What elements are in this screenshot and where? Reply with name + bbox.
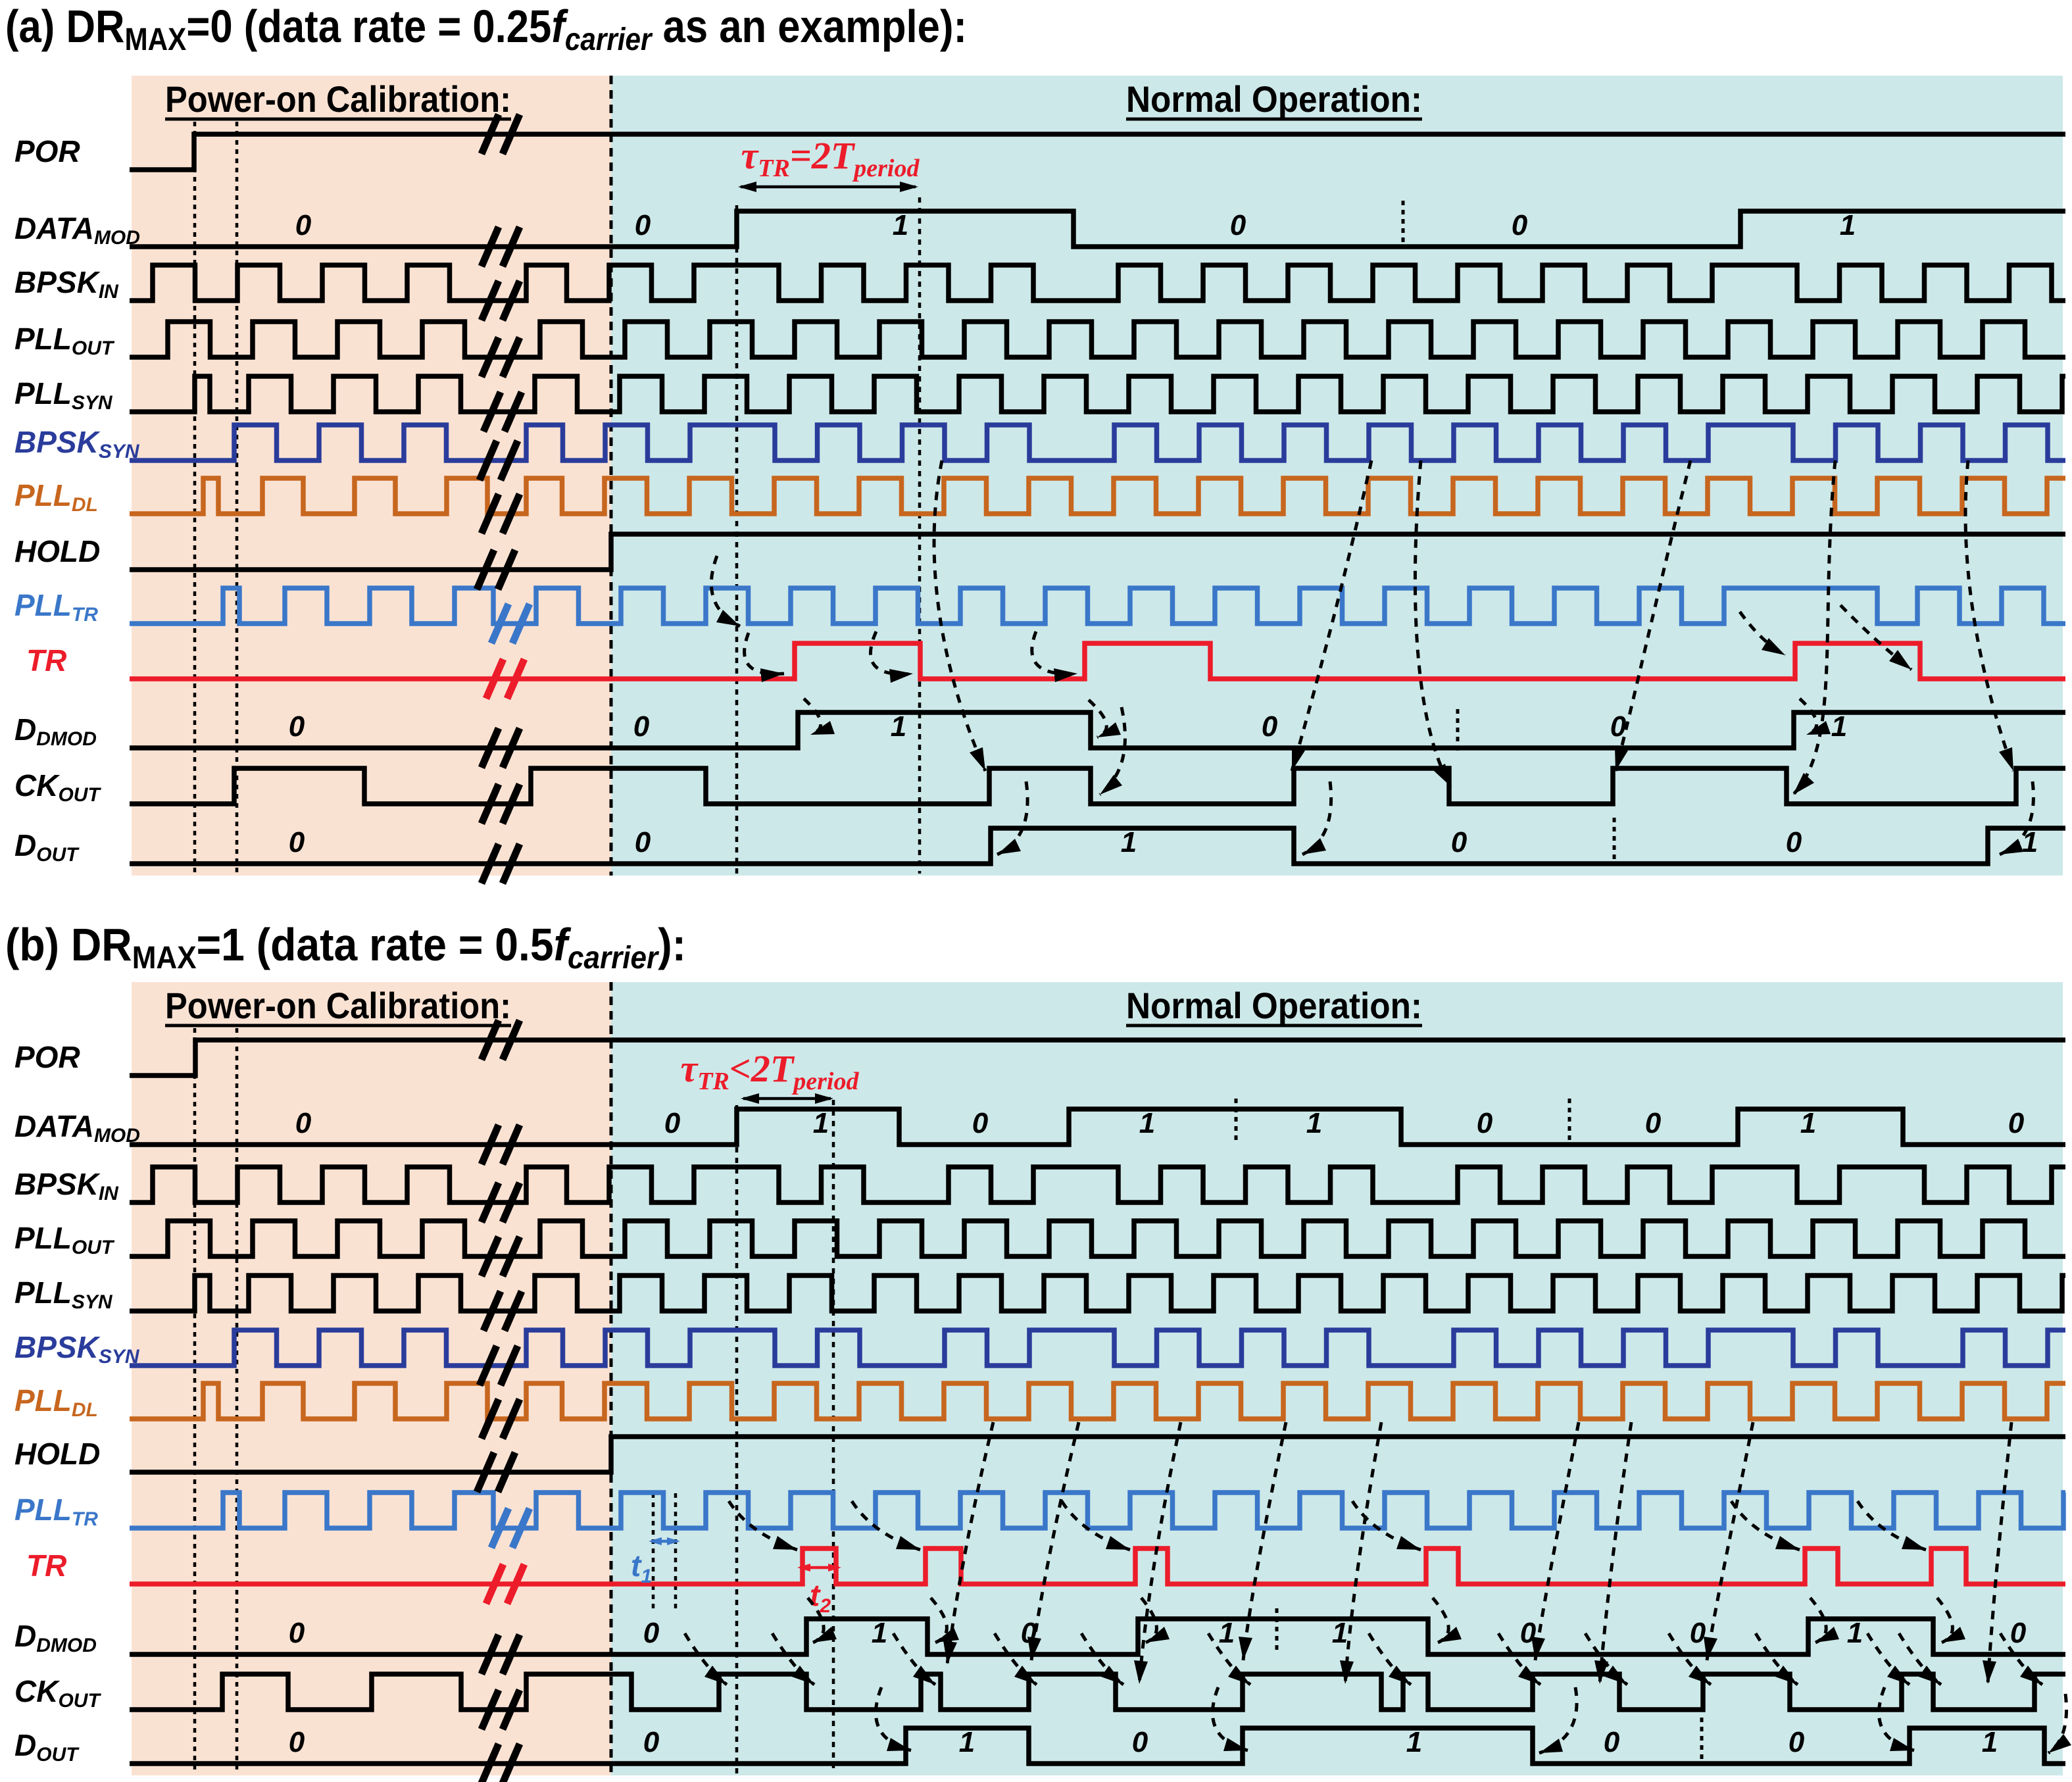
svg-text:HOLD: HOLD (14, 534, 100, 568)
svg-text:1: 1 (1831, 710, 1847, 743)
svg-text:0: 0 (1786, 826, 1802, 858)
svg-text:1: 1 (1121, 826, 1137, 858)
svg-text:1: 1 (1219, 1617, 1235, 1649)
svg-text:0: 0 (635, 209, 651, 241)
svg-text:1: 1 (1982, 1726, 1998, 1758)
svg-text:Power-on Calibration:: Power-on Calibration: (165, 78, 511, 120)
svg-text:TR: TR (26, 1548, 66, 1583)
svg-text:0: 0 (1690, 1617, 1706, 1649)
svg-text:0: 0 (1788, 1726, 1805, 1758)
svg-text:0: 0 (1477, 1107, 1493, 1139)
svg-text:(b) DRMAX=1 (data rate = 0.5fc: (b) DRMAX=1 (data rate = 0.5fcarrier): (5, 919, 686, 976)
svg-text:1: 1 (1847, 1617, 1863, 1649)
svg-text:1: 1 (1306, 1107, 1322, 1139)
svg-text:1: 1 (891, 710, 906, 743)
svg-text:Normal Operation:: Normal Operation: (1126, 985, 1422, 1026)
svg-text:1: 1 (1800, 1107, 1816, 1139)
svg-text:0: 0 (2010, 1617, 2027, 1649)
svg-text:0: 0 (972, 1107, 989, 1139)
svg-text:0: 0 (289, 1617, 305, 1649)
svg-text:1: 1 (1406, 1726, 1422, 1758)
svg-text:0: 0 (289, 710, 305, 743)
svg-text:0: 0 (289, 1726, 305, 1758)
svg-text:HOLD: HOLD (14, 1437, 100, 1471)
svg-text:0: 0 (1604, 1726, 1620, 1758)
svg-text:0: 0 (664, 1107, 681, 1139)
svg-text:0: 0 (295, 1107, 312, 1139)
svg-text:1: 1 (872, 1617, 887, 1649)
svg-text:0: 0 (1230, 209, 1246, 241)
svg-text:0: 0 (1512, 209, 1528, 241)
svg-text:0: 0 (1645, 1107, 1662, 1139)
svg-text:0: 0 (1451, 826, 1468, 858)
svg-text:1: 1 (813, 1107, 829, 1139)
svg-text:0: 0 (643, 1726, 660, 1758)
svg-text:0: 0 (2008, 1107, 2025, 1139)
svg-text:0: 0 (635, 826, 651, 858)
svg-text:1: 1 (1840, 209, 1856, 241)
svg-text:0: 0 (289, 826, 305, 858)
svg-text:0: 0 (1262, 710, 1278, 743)
svg-text:0: 0 (1132, 1726, 1148, 1758)
svg-text:0: 0 (643, 1617, 660, 1649)
svg-text:POR: POR (14, 134, 80, 168)
svg-text:t1: t1 (631, 1548, 652, 1587)
svg-text:0: 0 (633, 710, 650, 743)
svg-text:PLLSYN: PLLSYN (14, 376, 113, 414)
svg-text:Normal Operation:: Normal Operation: (1126, 78, 1422, 120)
svg-text:POR: POR (14, 1040, 80, 1074)
svg-text:1: 1 (1332, 1617, 1348, 1649)
svg-text:TR: TR (26, 643, 66, 678)
svg-text:DDMOD: DDMOD (14, 1619, 97, 1656)
svg-text:DATAMOD: DATAMOD (14, 211, 140, 249)
svg-text:1: 1 (893, 209, 908, 241)
svg-text:1: 1 (1139, 1107, 1155, 1139)
svg-text:Power-on Calibration:: Power-on Calibration: (165, 985, 511, 1026)
svg-text:0: 0 (295, 209, 312, 241)
svg-text:CKOUT: CKOUT (14, 1674, 101, 1712)
svg-text:(a) DRMAX=0 (data rate = 0.25f: (a) DRMAX=0 (data rate = 0.25fcarrier as… (5, 1, 967, 57)
svg-text:1: 1 (959, 1726, 975, 1758)
